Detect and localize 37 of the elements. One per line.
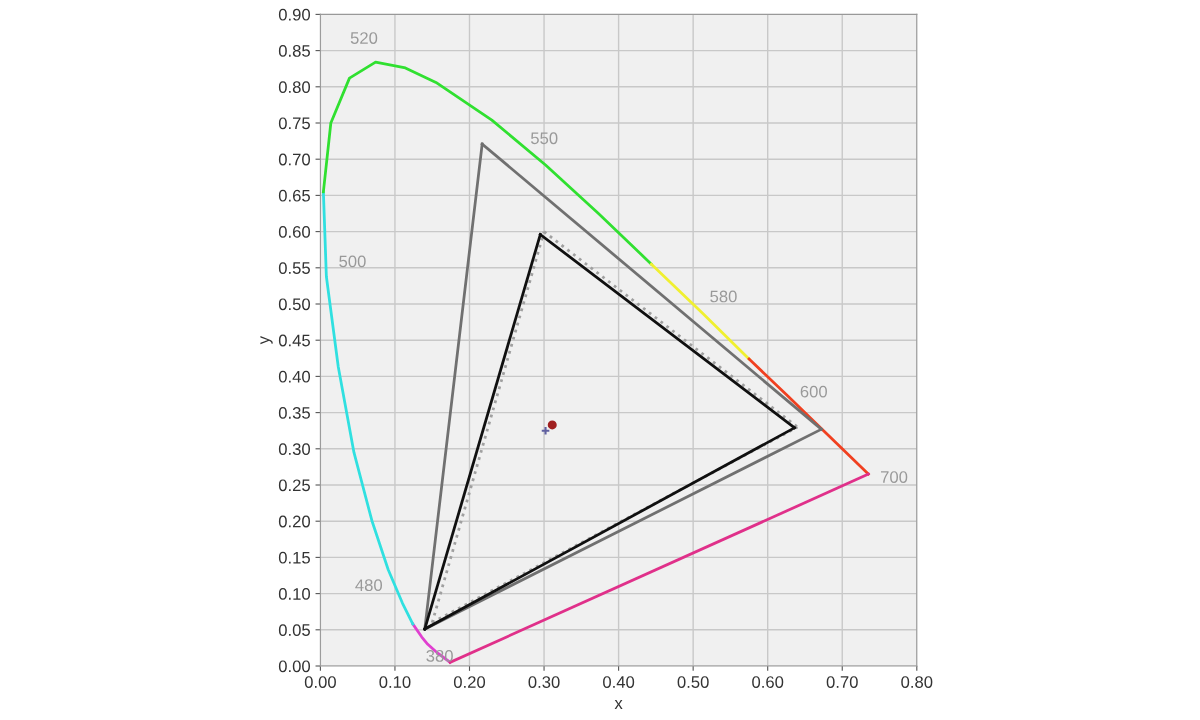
y-tick-label: 0.90 — [278, 8, 311, 21]
y-tick-label: 0.45 — [278, 334, 310, 347]
annotation: 600 — [800, 385, 827, 398]
y-tick-label: 0.55 — [278, 262, 310, 274]
x-tick-label: 0.60 — [752, 676, 784, 688]
y-tick-label: 0.10 — [278, 588, 311, 600]
x-tick-label: 0.40 — [603, 676, 635, 688]
y-tick-label: 0.60 — [278, 226, 311, 238]
y-tick-label: 0.05 — [278, 624, 310, 636]
annotation: 480 — [355, 579, 383, 592]
annotation: 700 — [881, 471, 908, 483]
y-axis-title: y — [260, 336, 273, 345]
y-tick-label: 0.65 — [278, 189, 310, 202]
y-tick-label: 0.20 — [278, 515, 311, 528]
y-tick-label: 0.70 — [278, 153, 311, 166]
x-tick-label: 0.50 — [677, 676, 709, 688]
y-tick-label: 0.85 — [278, 45, 310, 57]
y-tick-label: 0.00 — [278, 660, 311, 673]
x-tick-label: 0.70 — [826, 676, 858, 688]
x-tick-label: 0.10 — [379, 676, 411, 688]
y-tick-label: 0.25 — [278, 479, 310, 492]
x-tick-label: 0.80 — [901, 676, 933, 688]
annotation: 580 — [710, 290, 737, 303]
x-tick-label: 0.30 — [528, 676, 560, 688]
y-tick-label: 0.15 — [278, 551, 310, 564]
x-tick-label: 0.00 — [304, 676, 336, 688]
y-tick-label: 0.75 — [278, 117, 310, 130]
y-tick-label: 0.30 — [278, 443, 311, 455]
y-tick-label: 0.50 — [278, 298, 311, 311]
y-tick-label: 0.40 — [278, 370, 311, 383]
y-tick-label: 0.35 — [278, 407, 310, 419]
annotation: 520 — [350, 32, 378, 44]
annotation: 500 — [339, 255, 366, 268]
y-tick-label: 0.80 — [278, 81, 311, 93]
x-axis-title: x — [614, 700, 623, 709]
x-tick-label: 0.20 — [453, 676, 486, 688]
annotation: 550 — [530, 132, 558, 145]
